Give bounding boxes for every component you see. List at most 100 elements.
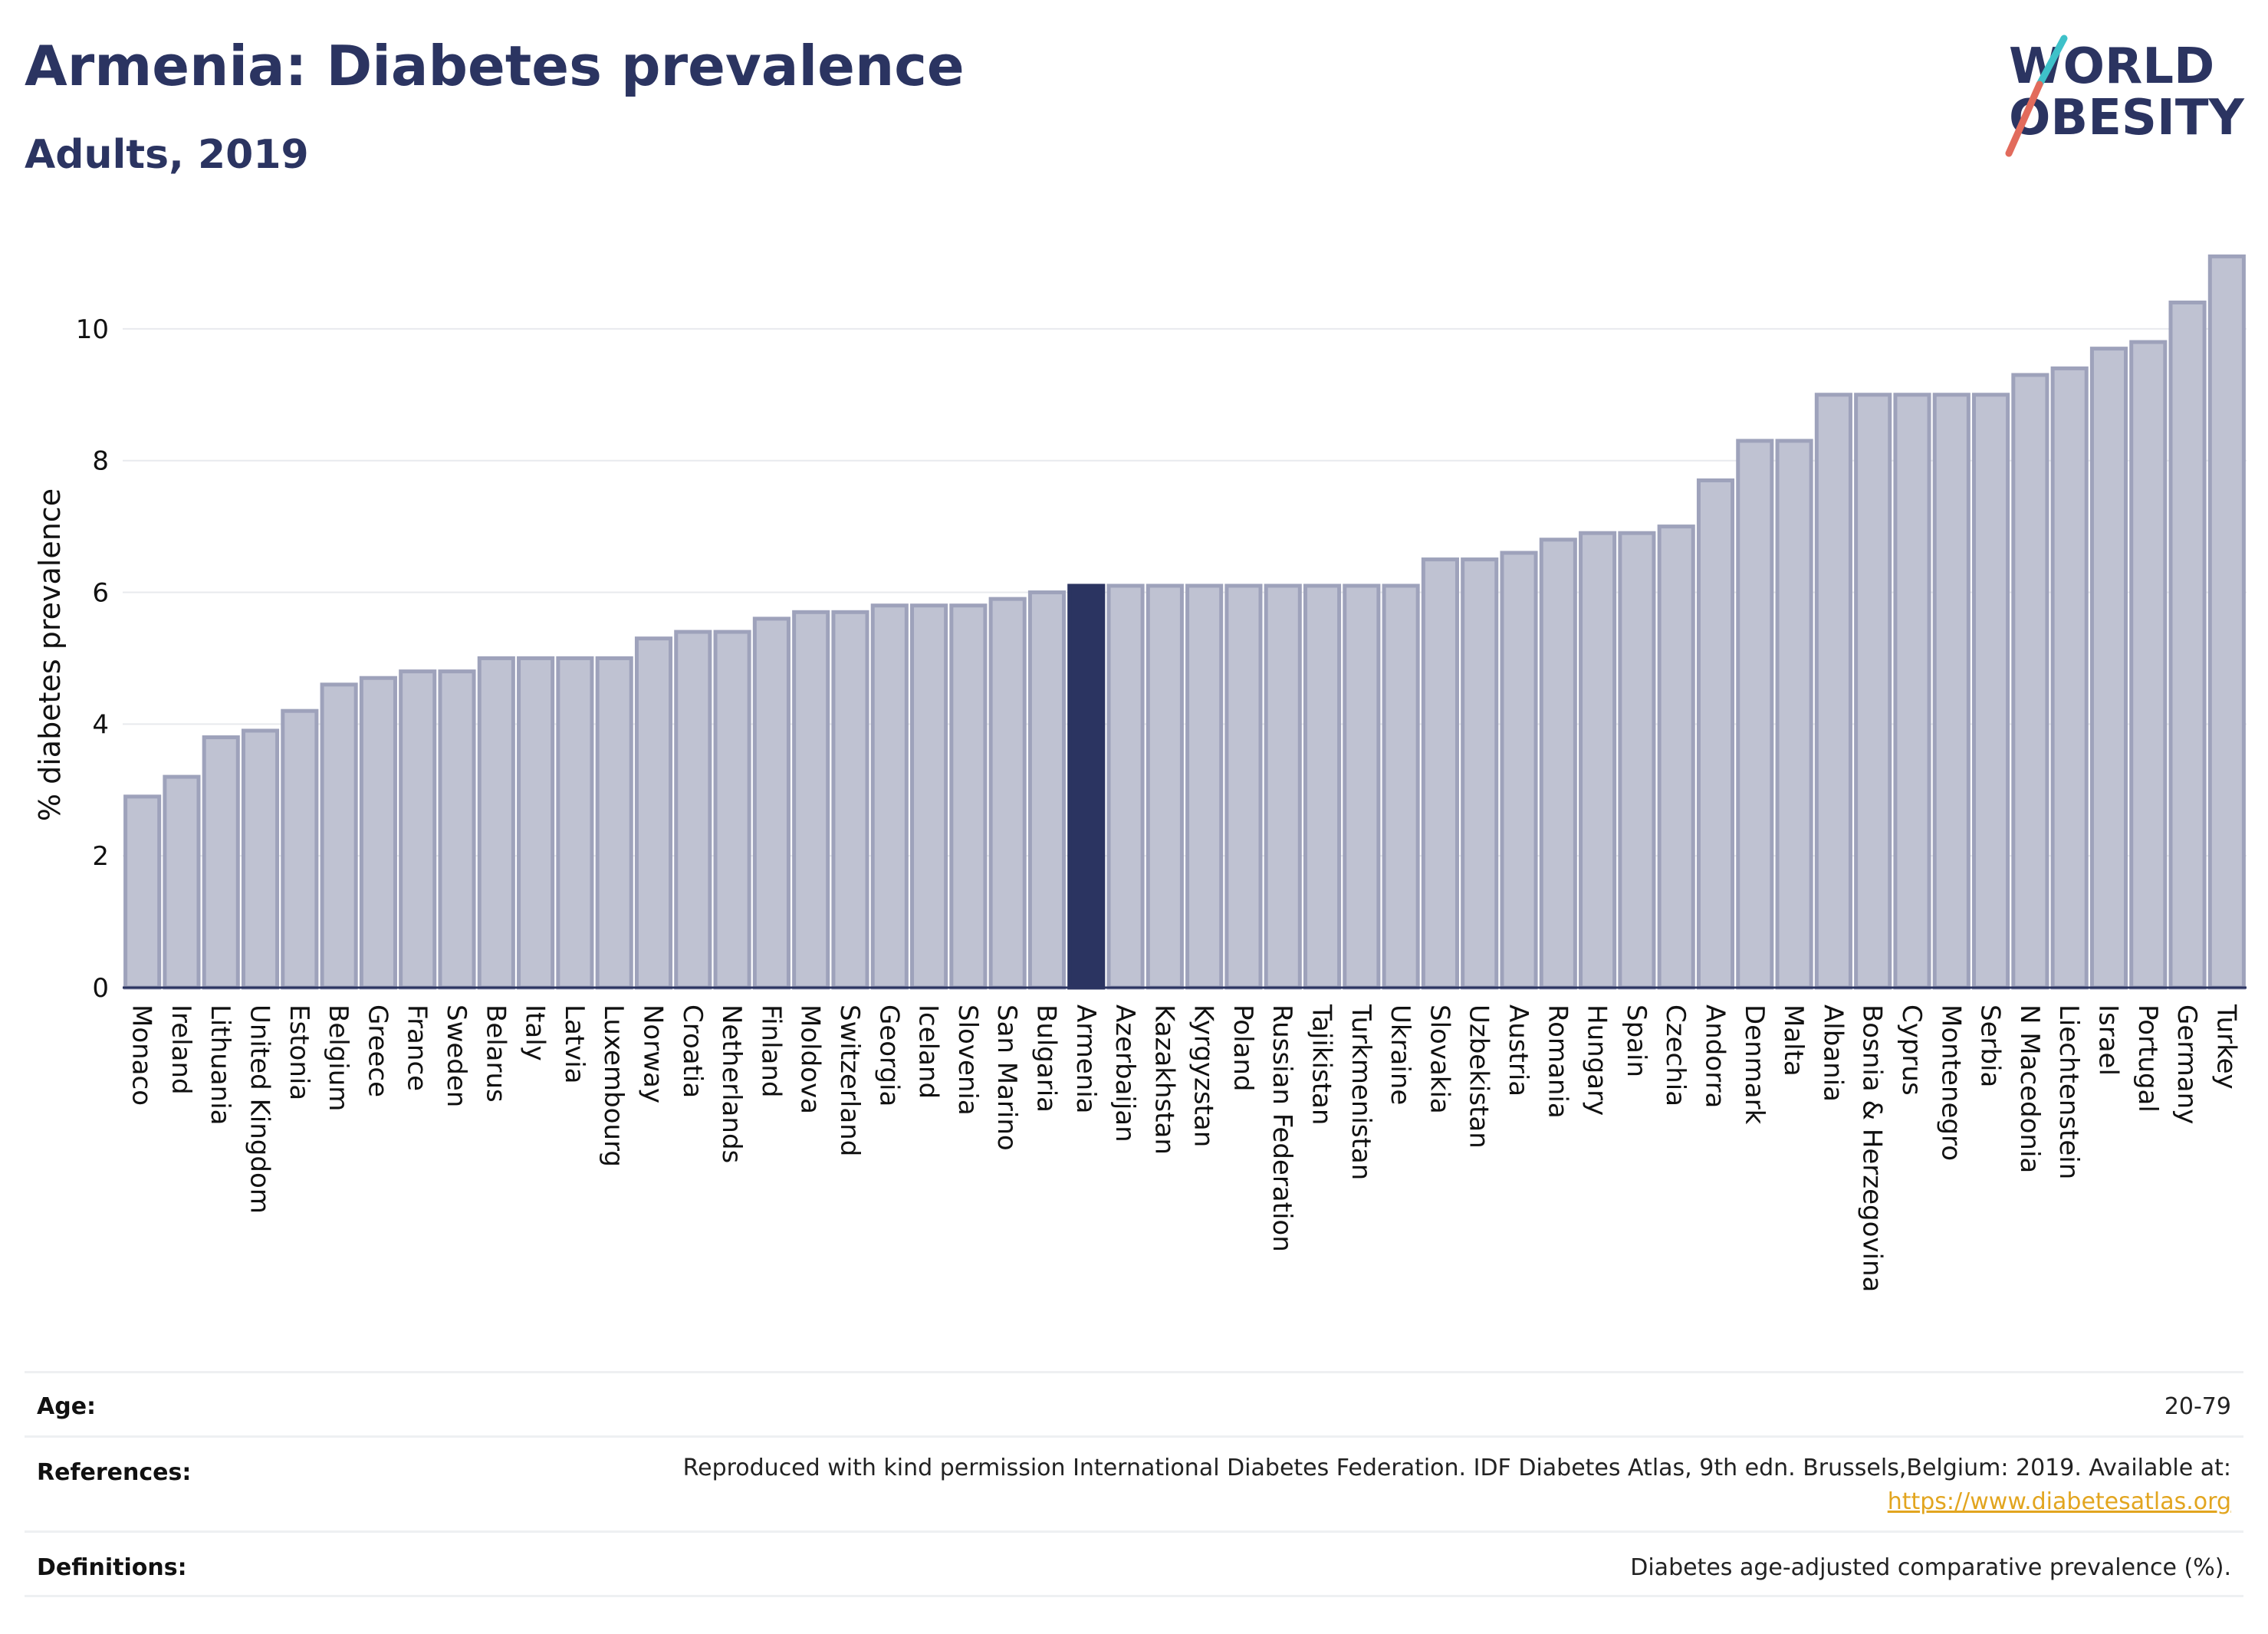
x-tick-label: Georgia — [873, 1004, 904, 1106]
x-tick-label: Albania — [1817, 1004, 1848, 1102]
bar — [517, 656, 555, 990]
x-tick-label: Belarus — [480, 1004, 511, 1103]
definitions-label: Definitions: — [37, 1554, 187, 1581]
y-axis-label: % diabetes prevalence — [33, 488, 67, 821]
x-tick-label: Russian Federation — [1267, 1004, 1297, 1252]
bar — [1618, 531, 1656, 990]
x-tick-label: Croatia — [677, 1004, 708, 1098]
bar — [123, 794, 162, 990]
bar — [1421, 557, 1459, 990]
bar — [910, 603, 948, 990]
bar — [674, 630, 712, 990]
bar — [399, 669, 437, 990]
x-tick-label: Azerbaijan — [1109, 1004, 1140, 1142]
x-tick-label: Ukraine — [1385, 1004, 1415, 1105]
x-tick-label: Tajikistan — [1307, 1004, 1337, 1125]
x-tick-label: Liechtenstein — [2053, 1004, 2084, 1179]
bar — [1343, 584, 1381, 990]
bar — [359, 676, 397, 990]
bars — [123, 254, 2246, 990]
x-tick-label: Iceland — [913, 1004, 944, 1099]
x-tick-label: Uzbekistan — [1464, 1004, 1494, 1149]
x-tick-label: Malta — [1778, 1004, 1809, 1077]
y-tick-label: 4 — [92, 709, 109, 740]
bar — [1657, 524, 1695, 990]
x-tick-label: Poland — [1228, 1004, 1258, 1092]
y-tick-label: 8 — [92, 446, 109, 477]
y-tick-label: 0 — [92, 973, 109, 1004]
bar — [1500, 551, 1538, 990]
age-value: 20-79 — [2164, 1393, 2231, 1420]
x-tick-label: Bosnia & Herzegovina — [1857, 1004, 1888, 1292]
bar — [556, 656, 594, 990]
bar — [1027, 590, 1067, 990]
x-tick-label: Italy — [520, 1004, 551, 1061]
x-tick-label: Israel — [2092, 1004, 2123, 1076]
y-tick-label: 6 — [92, 578, 109, 609]
x-tick-label: Montenegro — [1935, 1004, 1966, 1161]
bar — [163, 774, 201, 990]
references-text: Reproduced with kind permission Internat… — [682, 1455, 2231, 1481]
x-tick-label: Armenia — [1070, 1004, 1101, 1114]
bar — [1736, 439, 1774, 990]
bar — [2011, 373, 2049, 990]
x-tick-label: Serbia — [1975, 1004, 2006, 1087]
bar — [1382, 584, 1420, 990]
age-label: Age: — [37, 1393, 97, 1420]
y-tick-label: 2 — [92, 841, 109, 872]
bar — [2089, 347, 2128, 990]
bar — [988, 597, 1027, 990]
info-row-bottom-border — [25, 1595, 2243, 1597]
x-tick-label: Turkey — [2210, 1004, 2241, 1090]
x-tick-label: Belgium — [323, 1004, 353, 1111]
x-tick-label: Portugal — [2132, 1004, 2163, 1113]
bar — [1461, 557, 1499, 990]
x-tick-label: Latvia — [559, 1004, 590, 1084]
info-table: Age: 20-79 References: Reproduced with k… — [25, 1371, 2243, 1597]
bar — [1932, 393, 1971, 990]
bar — [1224, 584, 1263, 990]
bar — [870, 603, 909, 990]
x-tick-label: Czechia — [1660, 1004, 1691, 1106]
x-tick-label: Finland — [755, 1004, 786, 1098]
logo-slash-coral — [2005, 81, 2043, 157]
page-title: Armenia: Diabetes prevalence — [25, 34, 965, 98]
x-tick-label: Spain — [1621, 1004, 1652, 1077]
x-tick-label: Denmark — [1739, 1004, 1770, 1125]
bar — [241, 728, 280, 990]
bar — [2129, 340, 2168, 990]
references-value: Reproduced with kind permission Internat… — [683, 1452, 2231, 1519]
bar — [2168, 301, 2207, 990]
x-tick-label: Moldova — [795, 1004, 826, 1114]
x-tick-label: Hungary — [1582, 1004, 1612, 1116]
y-tick-label: 10 — [76, 314, 109, 345]
world-obesity-logo: WORLD OBESITY — [2005, 35, 2244, 157]
x-tick-label: Greece — [362, 1004, 393, 1097]
x-tick-label: San Marino — [991, 1004, 1022, 1151]
bar — [320, 682, 358, 990]
logo-slash-teal — [2036, 35, 2068, 88]
info-row-age: Age: 20-79 — [25, 1371, 2243, 1438]
diabetes-prevalence-bar-chart: 0 2 4 6 8 10 Monaco Ireland Lithuania United Kin… — [33, 254, 2247, 1292]
x-tick-label: Slovakia — [1424, 1004, 1454, 1114]
page-subtitle: Adults, 2019 — [25, 132, 309, 178]
x-tick-label: Austria — [1503, 1004, 1533, 1096]
bar — [595, 656, 633, 990]
x-tick-label: Lithuania — [205, 1004, 235, 1125]
bar — [949, 603, 988, 990]
bar — [202, 735, 240, 990]
x-tick-label: United Kingdom — [245, 1004, 275, 1214]
x-tick-label: Andorra — [1700, 1004, 1731, 1108]
references-link[interactable]: https://www.diabetesatlas.org — [1887, 1488, 2231, 1515]
x-tick-labels: Monaco Ireland Lithuania United Kingdom Esto… — [127, 1004, 2242, 1292]
x-tick-label: Norway — [638, 1004, 669, 1103]
bar — [1106, 584, 1145, 990]
x-tick-label: Switzerland — [834, 1004, 865, 1156]
bar — [1775, 439, 1813, 990]
bar — [1814, 393, 1852, 990]
bar — [2050, 366, 2089, 990]
x-tick-label: Monaco — [127, 1004, 157, 1106]
bar — [1264, 584, 1302, 990]
y-tick-labels: 0 2 4 6 8 10 — [76, 314, 109, 1004]
bar — [831, 610, 869, 990]
